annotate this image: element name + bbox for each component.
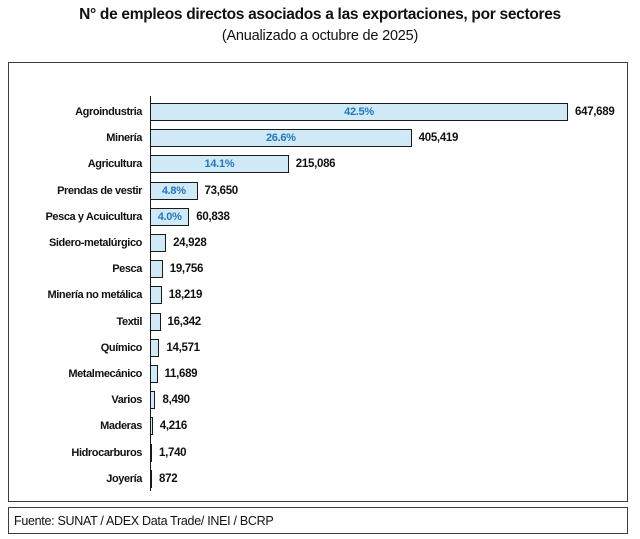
bar-value-label: 19,756	[169, 263, 204, 276]
bar-value-label: 60,838	[196, 210, 230, 223]
bar-value-label: 8,490	[162, 394, 190, 407]
bar-rows: Agroindustria 42.5% 647,689 Minería 26.6% 405…	[9, 99, 627, 492]
bar-row: Agroindustria 42.5% 647,689	[9, 99, 627, 125]
bar-value-label: 24,928	[173, 237, 207, 250]
chart-subtitle: (Anualizado a octubre de 2025)	[221, 28, 419, 44]
bar-value-label: 215,086	[295, 158, 336, 171]
bar-row: Prendas de vestir 4.8% 73,650	[9, 178, 627, 204]
category-label: Joyería	[106, 472, 142, 485]
bar: 14.1%	[150, 155, 289, 174]
bar-value-label: 73,650	[204, 184, 239, 197]
bar-row: Varios 8,490	[9, 387, 627, 413]
bar: 4.0%	[150, 207, 190, 226]
category-label: Hidrocarburos	[71, 446, 142, 459]
bar-value-label: 14,571	[166, 341, 200, 354]
bar	[150, 260, 163, 279]
bar-value-label: 16,342	[167, 315, 202, 328]
bar-row: Maderas 4,216	[9, 413, 627, 439]
bar: 42.5%	[150, 103, 568, 122]
bar-percentage-label: 42.5%	[344, 106, 374, 119]
category-label: Metalmecánico	[68, 367, 142, 380]
category-label: Prendas de vestir	[57, 184, 142, 197]
category-label: Minería no metálica	[47, 289, 143, 302]
bar-row: Agricultura 14.1% 215,086	[9, 151, 627, 177]
bar	[150, 234, 167, 253]
bar-percentage-label: 26.6%	[265, 132, 296, 145]
bar-row: Pesca 19,756	[9, 256, 627, 282]
bar	[150, 286, 162, 305]
bar-row: Metalmecánico 11,689	[9, 361, 627, 387]
chart-title: N° de empleos directos asociados a las e…	[79, 6, 561, 23]
bar-percentage-label: 4.0%	[157, 210, 182, 223]
bar-percentage-label: 14.1%	[204, 158, 235, 171]
bar-row: Pesca y Acuicultura 4.0% 60,838	[9, 204, 627, 230]
bar-row: Minería 26.6% 405,419	[9, 125, 627, 151]
bar-value-label: 872	[159, 472, 178, 485]
bar	[150, 364, 158, 383]
category-label: Maderas	[100, 420, 142, 433]
bar-value-label: 405,419	[418, 132, 459, 145]
source-footer: Fuente: SUNAT / ADEX Data Trade/ INEI / …	[8, 507, 628, 534]
category-label: Agricultura	[87, 158, 143, 171]
category-label: Varios	[111, 394, 142, 407]
chart-plot-area: Agroindustria 42.5% 647,689 Minería 26.6% 405…	[8, 62, 628, 502]
bar-row: Joyería 872	[9, 466, 627, 492]
bar-row: Hidrocarburos 1,740	[9, 439, 627, 465]
bar-row: Textil 16,342	[9, 309, 627, 335]
bar-value-label: 4,216	[159, 420, 188, 433]
category-label: Textil	[116, 315, 142, 328]
category-label: Sidero-metalúrgico	[48, 237, 142, 250]
bar-value-label: 647,689	[575, 106, 615, 119]
bar: 26.6%	[150, 129, 412, 148]
bar: 4.8%	[150, 181, 198, 200]
bar-row: Químico 14,571	[9, 335, 627, 361]
bar-row: Sidero-metalúrgico 24,928	[9, 230, 627, 256]
bar-value-label: 1,740	[159, 446, 187, 459]
source-text: Fuente: SUNAT / ADEX Data Trade/ INEI / …	[14, 513, 274, 528]
y-axis-line	[149, 96, 151, 491]
bar-percentage-label: 4.8%	[161, 184, 186, 197]
bar-value-label: 11,689	[164, 367, 198, 380]
category-label: Minería	[106, 132, 142, 145]
category-label: Pesca y Acuicultura	[45, 210, 142, 223]
category-label: Pesca	[112, 263, 142, 276]
bar-row: Minería no metálica 18,219	[9, 282, 627, 308]
bar	[150, 312, 161, 331]
bar	[150, 338, 160, 357]
bar-value-label: 18,219	[168, 289, 203, 302]
category-label: Agroindustria	[75, 106, 142, 119]
category-label: Químico	[100, 341, 143, 354]
